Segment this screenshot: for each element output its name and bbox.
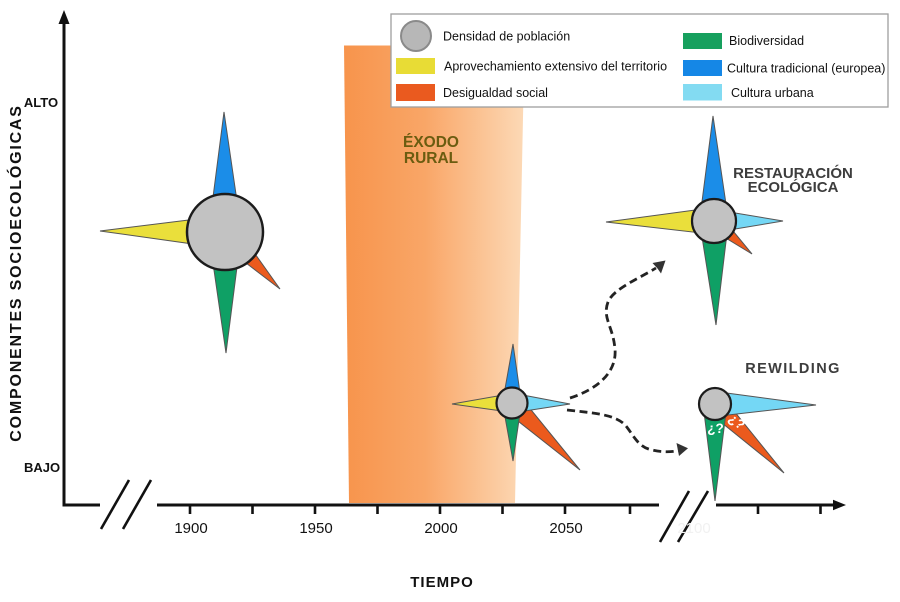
- svg-text:1900: 1900: [174, 520, 207, 537]
- svg-text:Biodiversidad: Biodiversidad: [729, 34, 804, 48]
- svg-text:BAJO: BAJO: [24, 460, 60, 475]
- svg-text:ECOLÓGICA: ECOLÓGICA: [748, 178, 839, 196]
- svg-text:Densidad de población: Densidad de población: [443, 30, 570, 44]
- svg-text:COMPONENTES SOCIOECOLÓGICAS: COMPONENTES SOCIOECOLÓGICAS: [6, 104, 25, 442]
- svg-text:1950: 1950: [299, 520, 332, 537]
- svg-text:¿?: ¿?: [707, 421, 724, 436]
- svg-text:RURAL: RURAL: [404, 150, 458, 167]
- svg-text:2100: 2100: [677, 520, 710, 537]
- svg-text:ALTO: ALTO: [24, 95, 58, 110]
- svg-text:Desigualdad social: Desigualdad social: [443, 86, 548, 100]
- svg-text:Aprovechamiento extensivo del: Aprovechamiento extensivo del territorio: [444, 60, 667, 74]
- svg-text:Cultura urbana: Cultura urbana: [731, 86, 814, 100]
- svg-text:Cultura tradicional (europea): Cultura tradicional (europea): [727, 62, 885, 76]
- svg-text:2000: 2000: [424, 520, 457, 537]
- svg-text:2050: 2050: [549, 520, 582, 537]
- svg-text:ÉXODO: ÉXODO: [403, 134, 459, 151]
- svg-text:REWILDING: REWILDING: [745, 361, 841, 377]
- svg-text:RESTAURACIÓN: RESTAURACIÓN: [733, 164, 853, 182]
- svg-text:TIEMPO: TIEMPO: [410, 574, 474, 591]
